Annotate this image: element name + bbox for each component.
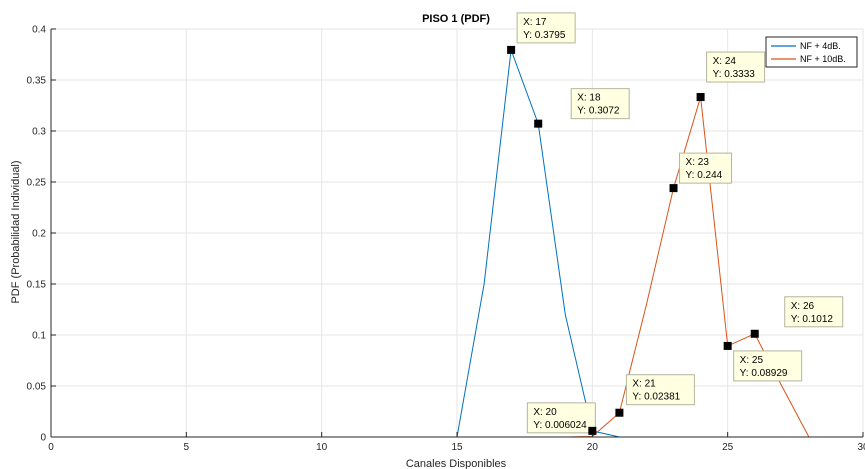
datatip-marker[interactable] [588,426,597,435]
datatip-x-text: X: 18 [577,93,601,104]
datatip-marker[interactable] [507,45,516,54]
x-tick-label: 10 [316,442,328,453]
datatip-x-text: X: 24 [713,56,737,67]
datatip-marker[interactable] [723,341,732,350]
chart-title: PISO 1 (PDF) [422,13,490,25]
datatip-layer[interactable]: X: 17 Y: 0.3795 X: 18 Y: 0.3072 X: 20 Y: 0.00… [507,12,844,435]
datatip[interactable]: X: 23 Y: 0.244 [669,152,733,193]
datatip-box [706,51,766,83]
datatip-x-text: X: 23 [686,157,710,168]
axis-layer: 0 5 10 15 20 25 30 0 0.05 0.1 0.15 0.2 0.25 0.3 0.35 0.… [27,25,865,454]
datatip-x-text: X: 20 [533,407,557,418]
datatip-y-text: Y: 0.08929 [740,368,788,379]
x-tick-label: 25 [722,442,734,453]
datatip-marker[interactable] [750,329,759,338]
datatip[interactable]: X: 21 Y: 0.02381 [615,374,695,417]
x-axis-label: Canales Disponibles [406,458,507,469]
legend[interactable]: NF + 4dB. NF + 10dB. [765,36,858,68]
datatip-x-text: X: 21 [632,379,656,390]
datatip[interactable]: X: 18 Y: 0.3072 [534,88,630,128]
datatip-box [625,374,695,406]
x-tick-label: 5 [184,442,190,453]
x-tick-label: 30 [857,442,865,453]
datatip-box [570,88,630,120]
y-tick-label: 0.05 [27,382,47,393]
datatip-box [784,296,844,328]
datatip-y-text: Y: 0.006024 [533,420,587,431]
datatip-y-text: Y: 0.244 [686,170,723,181]
datatip-marker[interactable] [534,119,543,128]
y-tick-label: 0 [40,433,46,444]
datatip-box [526,402,596,434]
datatip-box [516,12,576,44]
datatip-box [679,152,733,184]
y-tick-label: 0.2 [32,229,46,240]
datatip-y-text: Y: 0.3333 [713,69,756,80]
datatip[interactable]: X: 17 Y: 0.3795 [507,12,576,54]
y-tick-label: 0.25 [27,178,47,189]
y-tick-label: 0.35 [27,76,47,87]
x-tick-label: 0 [48,442,54,453]
datatip-marker[interactable] [669,184,678,193]
datatip[interactable]: X: 24 Y: 0.3333 [696,51,766,102]
datatip-y-text: Y: 0.3795 [523,30,566,41]
datatip-x-text: X: 17 [523,17,547,28]
datatip-marker[interactable] [615,408,624,417]
datatip-y-text: Y: 0.02381 [632,392,680,403]
datatip[interactable]: X: 20 Y: 0.006024 [526,402,597,435]
legend-entry[interactable]: NF + 10dB. [800,54,846,64]
datatip[interactable]: X: 26 Y: 0.1012 [750,296,844,338]
x-tick-label: 15 [451,442,463,453]
legend-entry[interactable]: NF + 4dB. [800,41,841,51]
datatip[interactable]: X: 25 Y: 0.08929 [723,341,803,382]
datatip-marker[interactable] [696,93,705,102]
datatip-y-text: Y: 0.3072 [577,106,620,117]
datatip-box [733,350,803,382]
x-tick-label: 20 [587,442,599,453]
y-tick-label: 0.3 [32,127,46,138]
y-tick-label: 0.15 [27,280,47,291]
y-tick-label: 0.4 [32,25,46,36]
y-tick-label: 0.1 [32,331,46,342]
legend-box [765,36,858,68]
datatip-y-text: Y: 0.1012 [791,314,834,325]
datatip-x-text: X: 25 [740,355,764,366]
datatip-x-text: X: 26 [791,301,815,312]
y-axis-label: PDF (Probabilidad Individual) [10,160,22,303]
